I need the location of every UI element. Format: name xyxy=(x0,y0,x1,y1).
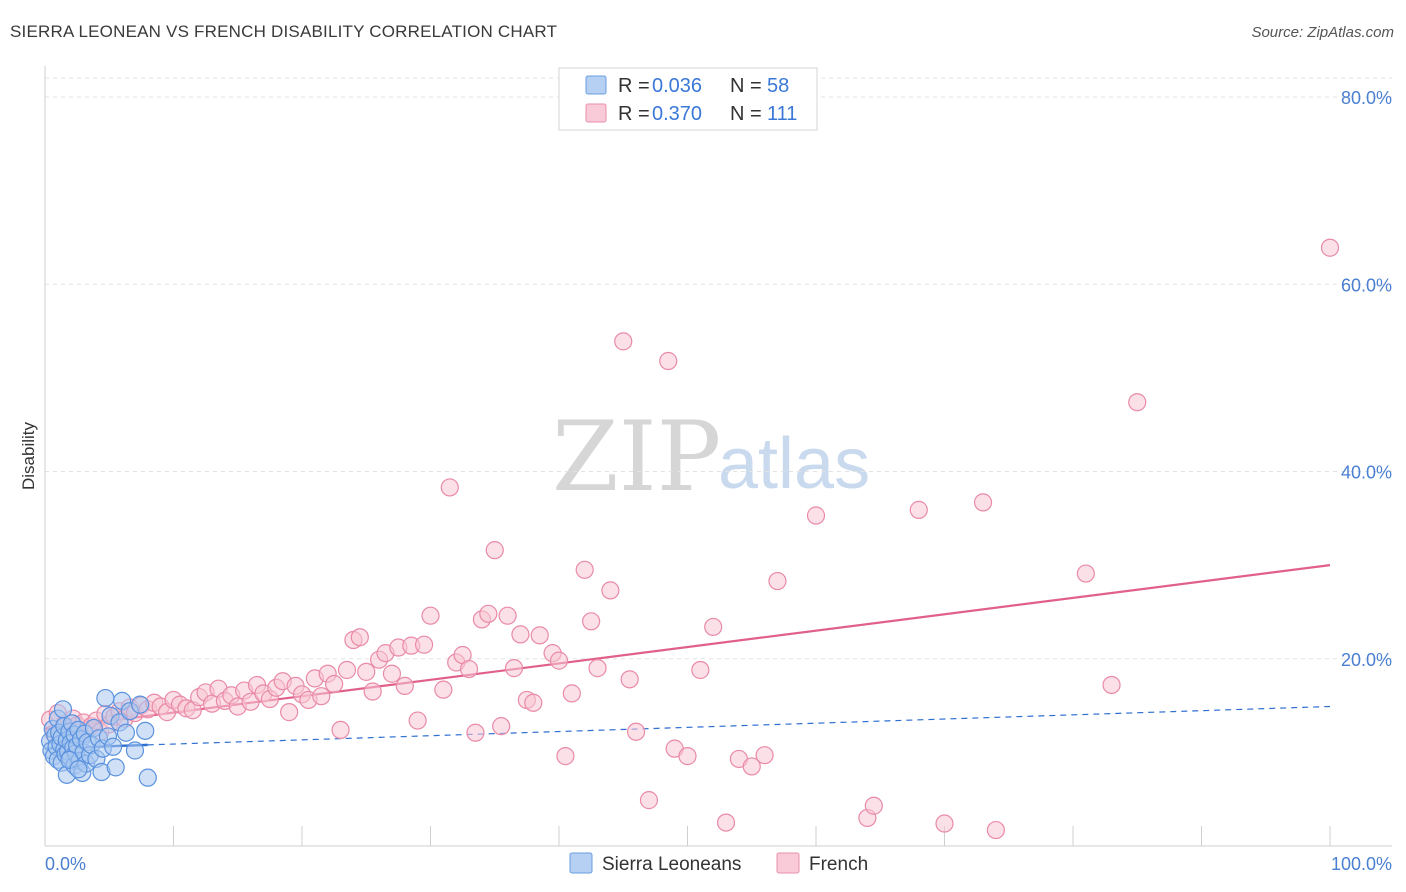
french-point xyxy=(639,791,659,810)
y-axis-label: Disability xyxy=(19,421,38,490)
french-point xyxy=(755,746,774,765)
sierra-leonean-point xyxy=(104,737,123,756)
french-point xyxy=(986,820,1006,840)
french-point xyxy=(626,722,646,741)
y-tick-label-60: 60.0% xyxy=(1341,275,1392,295)
french-point xyxy=(459,659,479,679)
bottom-legend-french: French xyxy=(809,854,868,875)
french-point xyxy=(395,676,414,696)
french-point xyxy=(280,703,299,722)
french-point xyxy=(678,747,697,766)
french-point xyxy=(575,560,594,579)
french-point xyxy=(562,684,581,703)
french-point xyxy=(935,814,954,833)
legend-pink-n-value: 111 xyxy=(767,103,797,125)
french-point xyxy=(498,606,517,625)
trend-lines xyxy=(44,564,1331,750)
x-tick-label-0: 0.0% xyxy=(45,854,86,874)
y-tick-label-40: 40.0% xyxy=(1341,463,1392,483)
french-point xyxy=(530,626,549,645)
french-point xyxy=(768,571,787,591)
french-point xyxy=(716,813,736,832)
legend-pink-n-label: N = xyxy=(730,103,762,125)
legend-blue-n-value: 58 xyxy=(767,75,789,97)
sierra-leonean-point xyxy=(69,760,88,779)
source-credit: Source: ZipAtlas.com xyxy=(1251,24,1394,41)
french-point xyxy=(363,682,382,701)
french-point xyxy=(421,606,440,625)
french-point xyxy=(466,723,485,742)
sierra-leonean-point xyxy=(96,688,115,708)
french-point xyxy=(241,692,260,711)
watermark: ZIP atlas xyxy=(552,401,870,513)
french-point xyxy=(973,493,993,512)
french-point xyxy=(440,478,459,497)
french-point xyxy=(504,659,524,678)
legend-blue-r-value: 0.036 xyxy=(652,75,702,97)
french-point xyxy=(806,506,826,525)
bottom-legend-sierra-leoneans: Sierra Leoneans xyxy=(602,854,741,875)
sierra-leonean-point xyxy=(136,721,155,740)
sierra-leonean-points xyxy=(41,688,157,787)
french-point xyxy=(492,717,511,736)
french-point xyxy=(337,660,357,680)
french-point xyxy=(1102,675,1121,695)
bottom-legend-swatch-blue xyxy=(569,852,593,874)
french-point xyxy=(1076,564,1095,583)
french-point xyxy=(312,687,331,706)
bottom-legend-swatch-pink xyxy=(776,852,800,874)
french-point xyxy=(382,664,402,683)
french-point xyxy=(620,670,639,689)
sierra-leonean-point xyxy=(130,695,150,714)
sierra-leonean-trend-extension xyxy=(147,705,1331,746)
legend-blue-r-label: R = xyxy=(618,75,650,97)
french-point xyxy=(434,680,453,699)
french-point xyxy=(614,332,633,351)
sierra-leonean-point xyxy=(116,723,136,742)
french-points xyxy=(41,238,1340,840)
french-point xyxy=(524,693,543,712)
correlation-legend: R = 0.036 N = 58 R = 0.370 N = 111 xyxy=(558,67,818,131)
french-point xyxy=(659,351,678,371)
legend-swatch-blue xyxy=(585,75,607,95)
french-point xyxy=(350,628,369,647)
french-point xyxy=(864,796,883,815)
french-point xyxy=(331,720,350,740)
french-point xyxy=(909,500,928,519)
legend-pink-r-label: R = xyxy=(618,103,650,125)
sierra-leonean-point xyxy=(138,768,157,787)
french-point xyxy=(704,617,723,637)
french-point xyxy=(556,747,575,766)
french-point xyxy=(742,757,761,776)
french-point xyxy=(357,662,376,681)
chart-title: SIERRA LEONEAN VS FRENCH DISABILITY CORR… xyxy=(10,22,558,41)
x-tick-label-100: 100.0% xyxy=(1331,854,1392,874)
sierra-leonean-point xyxy=(106,758,125,777)
tick-labels: 20.0% 40.0% 60.0% 80.0% 0.0% 100.0% xyxy=(45,88,1392,874)
series-legend: Sierra Leoneans French xyxy=(569,852,868,875)
sierra-leonean-point xyxy=(125,741,145,760)
french-point xyxy=(408,711,427,730)
french-point xyxy=(1128,393,1147,412)
legend-blue-n-label: N = xyxy=(730,75,762,97)
french-point xyxy=(1320,238,1340,257)
watermark-atlas: atlas xyxy=(718,424,870,504)
french-point xyxy=(414,635,434,654)
legend-pink-r-value: 0.370 xyxy=(652,103,702,125)
grid-lines xyxy=(45,77,1392,660)
legend-swatch-pink xyxy=(585,103,607,123)
french-point xyxy=(549,651,569,670)
french-point xyxy=(601,581,620,600)
watermark-zip: ZIP xyxy=(552,401,721,513)
french-point xyxy=(588,659,607,678)
french-point xyxy=(511,625,530,644)
french-point xyxy=(479,604,498,623)
french-point xyxy=(485,541,504,560)
french-point xyxy=(691,660,710,680)
french-point xyxy=(325,674,344,694)
y-tick-label-20: 20.0% xyxy=(1341,650,1392,670)
y-tick-label-80: 80.0% xyxy=(1341,88,1392,108)
french-point xyxy=(582,612,601,631)
